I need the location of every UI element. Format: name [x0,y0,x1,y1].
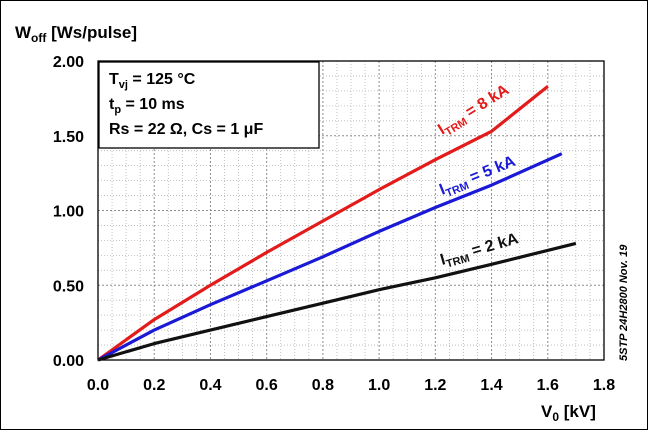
condition-line: tp = 10 ms [109,96,185,116]
x-tick-label: 1.0 [368,377,390,394]
x-tick-label: 0.2 [143,377,165,394]
condition-line: Tvj = 125 °C [109,71,196,91]
x-tick-label: 0.8 [312,377,334,394]
x-tick-label: 0.4 [199,377,221,394]
series-line-2 [97,152,563,362]
x-tick-label: 0.0 [87,377,109,394]
x-tick-label: 1.8 [593,377,615,394]
series-line-1 [97,85,549,362]
y-tick-label: 0.50 [53,278,84,295]
axis-ticks: 0.0 0.2 0.4 0.6 0.8 1.0 1.2 1.4 1.6 1.8 0.00 0.50 1.… [53,54,615,394]
x-tick-label: 1.2 [424,377,446,394]
grid [97,60,605,361]
x-tick-label: 1.6 [537,377,559,394]
series-label-1: ITRM = 8 kA [435,81,514,141]
plot-area-border [97,60,605,361]
document-id-note: 5STP 24H2800 Nov. 19 [618,244,630,361]
series-lines [97,85,577,362]
x-axis-label: V0 [kV] [541,402,596,424]
y-tick-label: 1.50 [53,129,84,146]
series-line-3 [97,241,577,362]
y-tick-label: 2.00 [53,54,84,71]
y-tick-label: 1.00 [53,204,84,221]
y-axis-label: Woff [Ws/pulse] [15,23,137,45]
x-tick-label: 0.6 [256,377,278,394]
y-tick-label: 0.00 [53,353,84,370]
x-tick-label: 1.4 [480,377,502,394]
condition-line: Rs = 22 Ω, Cs = 1 μF [109,121,263,138]
conditions-box [98,61,320,149]
